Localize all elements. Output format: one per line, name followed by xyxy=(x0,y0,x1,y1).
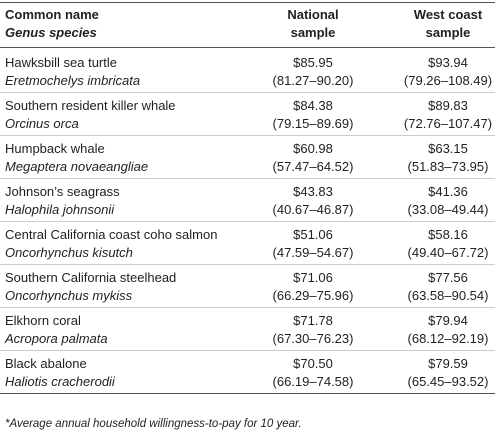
header-common-name: Common name xyxy=(5,7,99,22)
west-value: $89.83 xyxy=(428,98,468,113)
west-ci: (63.58–90.54) xyxy=(407,288,489,303)
rule xyxy=(0,264,495,265)
west-value: $77.56 xyxy=(428,270,468,285)
common-name: Central California coast coho salmon xyxy=(5,227,218,242)
national-value: $71.06 xyxy=(293,270,333,285)
rule xyxy=(0,135,495,136)
national-value: $71.78 xyxy=(293,313,333,328)
genus-species: Haliotis cracherodii xyxy=(5,374,115,389)
west-ci: (68.12–92.19) xyxy=(407,331,489,346)
genus-species: Halophila johnsonii xyxy=(5,202,115,217)
national-value: $85.95 xyxy=(293,55,333,70)
header-west: West coast xyxy=(413,7,483,22)
genus-species: Megaptera novaeangliae xyxy=(5,159,149,174)
west-value: $93.94 xyxy=(428,55,468,70)
rule xyxy=(0,307,495,308)
west-value: $58.16 xyxy=(428,227,468,242)
west-value: $63.15 xyxy=(428,141,468,156)
national-ci: (81.27–90.20) xyxy=(272,73,354,88)
common-name: Humpback whale xyxy=(5,141,105,156)
west-ci: (79.26–108.49) xyxy=(403,73,493,88)
header-genus-species: Genus species xyxy=(5,25,97,40)
national-ci: (79.15–89.69) xyxy=(272,116,354,131)
west-value: $41.36 xyxy=(428,184,468,199)
header-west: sample xyxy=(425,25,471,40)
national-value: $84.38 xyxy=(293,98,333,113)
rule xyxy=(0,393,495,394)
rule xyxy=(0,92,495,93)
west-ci: (33.08–49.44) xyxy=(407,202,489,217)
common-name: Southern California steelhead xyxy=(5,270,177,285)
rule xyxy=(0,221,495,222)
footnote: *Average annual household willingness-to… xyxy=(5,418,302,430)
genus-species: Eretmochelys imbricata xyxy=(5,73,141,88)
national-ci: (57.47–64.52) xyxy=(272,159,354,174)
national-value: $60.98 xyxy=(293,141,333,156)
national-ci: (47.59–54.67) xyxy=(272,245,354,260)
national-value: $43.83 xyxy=(293,184,333,199)
national-value: $70.50 xyxy=(293,356,333,371)
header-national: sample xyxy=(290,25,336,40)
national-value: $51.06 xyxy=(293,227,333,242)
national-ci: (40.67–46.87) xyxy=(272,202,354,217)
common-name: Southern resident killer whale xyxy=(5,98,176,113)
rule xyxy=(0,178,495,179)
national-ci: (67.30–76.23) xyxy=(272,331,354,346)
genus-species: Oncorhynchus kisutch xyxy=(5,245,133,260)
rule xyxy=(0,350,495,351)
west-value: $79.59 xyxy=(428,356,468,371)
genus-species: Oncorhynchus mykiss xyxy=(5,288,133,303)
rule xyxy=(0,47,495,48)
west-ci: (65.45–93.52) xyxy=(407,374,489,389)
genus-species: Orcinus orca xyxy=(5,116,79,131)
header-national: National xyxy=(287,7,339,22)
common-name: Johnson’s seagrass xyxy=(5,184,120,199)
rule xyxy=(0,2,495,3)
common-name: Black abalone xyxy=(5,356,87,371)
genus-species: Acropora palmata xyxy=(5,331,108,346)
west-ci: (72.76–107.47) xyxy=(403,116,493,131)
national-ci: (66.29–75.96) xyxy=(272,288,354,303)
west-value: $79.94 xyxy=(428,313,468,328)
west-ci: (51.83–73.95) xyxy=(407,159,489,174)
common-name: Hawksbill sea turtle xyxy=(5,55,117,70)
national-ci: (66.19–74.58) xyxy=(272,374,354,389)
common-name: Elkhorn coral xyxy=(5,313,81,328)
west-ci: (49.40–67.72) xyxy=(407,245,489,260)
